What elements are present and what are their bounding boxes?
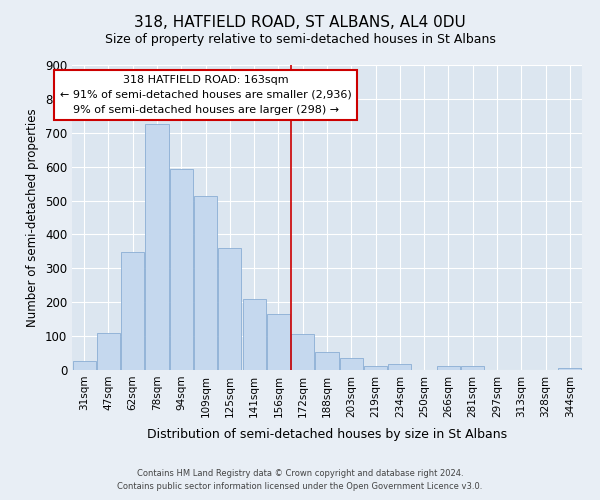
Bar [242, 299, 266, 370]
Bar [267, 314, 290, 370]
Text: 318 HATFIELD ROAD: 163sqm
← 91% of semi-detached houses are smaller (2,936)
9% o: 318 HATFIELD ROAD: 163sqm ← 91% of semi-… [59, 75, 352, 115]
Bar [73, 361, 95, 370]
Y-axis label: Number of semi-detached properties: Number of semi-detached properties [26, 108, 40, 327]
Text: Size of property relative to semi-detached houses in St Albans: Size of property relative to semi-detach… [104, 32, 496, 46]
Text: 318, HATFIELD ROAD, ST ALBANS, AL4 0DU: 318, HATFIELD ROAD, ST ALBANS, AL4 0DU [134, 15, 466, 30]
Text: Contains HM Land Registry data © Crown copyright and database right 2024.
Contai: Contains HM Land Registry data © Crown c… [118, 470, 482, 491]
Bar [121, 252, 144, 370]
Bar [388, 364, 412, 370]
Bar [291, 334, 314, 370]
Bar [316, 352, 338, 370]
Bar [218, 248, 241, 370]
Bar [194, 196, 217, 370]
Bar [97, 334, 120, 370]
Bar [461, 366, 484, 370]
Bar [559, 368, 581, 370]
Bar [170, 168, 193, 370]
Bar [340, 358, 363, 370]
Bar [145, 124, 169, 370]
Bar [364, 366, 387, 370]
X-axis label: Distribution of semi-detached houses by size in St Albans: Distribution of semi-detached houses by … [147, 428, 507, 441]
Bar [437, 366, 460, 370]
